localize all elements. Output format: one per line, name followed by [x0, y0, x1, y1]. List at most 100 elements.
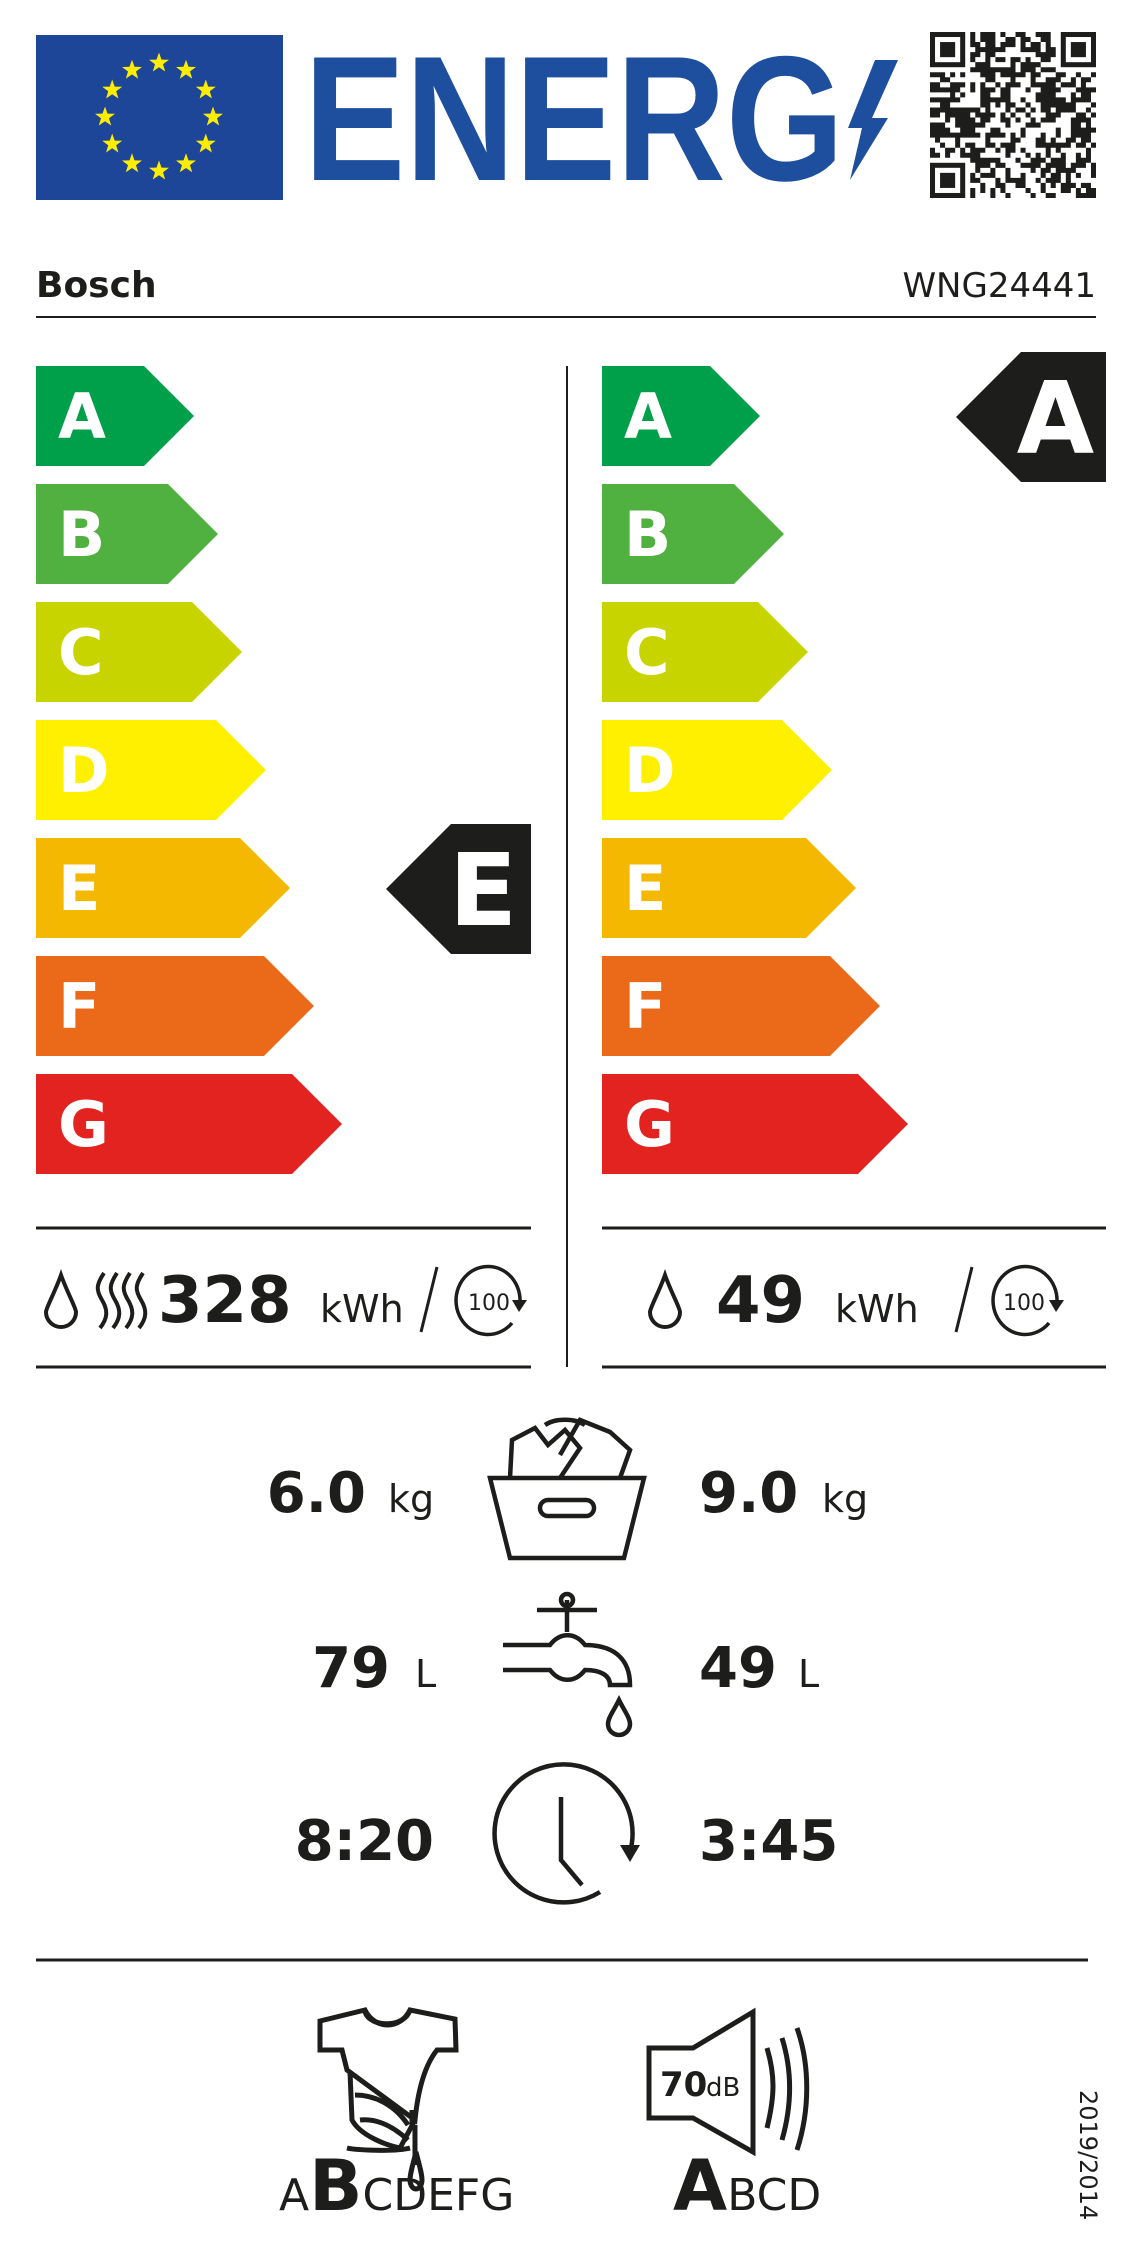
noise-class-scale: ABCD: [673, 2145, 821, 2227]
class-indicator-wash-dry: E: [386, 824, 531, 954]
energy-class-bar-e: E: [602, 838, 856, 938]
class-letter: D: [624, 734, 675, 807]
svg-text:L: L: [798, 1652, 819, 1696]
clock-icon: [492, 1762, 640, 1905]
drop-icon: [43, 1268, 79, 1329]
star-icon: [149, 160, 169, 180]
svg-text:49: 49: [699, 1636, 777, 1701]
energy-class-bar-f: F: [36, 956, 314, 1056]
class-letter: E: [58, 852, 100, 925]
svg-text:100: 100: [468, 1291, 510, 1316]
class-letter: D: [58, 734, 109, 807]
scale-letter-a: A: [279, 2170, 309, 2221]
star-icon: [102, 79, 123, 99]
energy-class-bar-f: F: [602, 956, 880, 1056]
water-row: 79 L 49 L: [312, 1591, 819, 1738]
class-letter: B: [58, 498, 105, 571]
svg-text:3:45: 3:45: [699, 1809, 838, 1874]
energy-class-bar-c: C: [36, 602, 242, 702]
energy-class-bar-e: E: [36, 838, 290, 938]
svg-text:8:20: 8:20: [295, 1809, 434, 1874]
star-icon: [122, 59, 142, 79]
star-icon: [176, 153, 196, 173]
speaker-icon: [646, 2007, 810, 2157]
lightning-icon: [848, 60, 898, 180]
class-letter: A: [624, 380, 672, 453]
class-indicator-letter: A: [1017, 360, 1094, 477]
cycles-100-icon: 100: [991, 1264, 1064, 1337]
star-icon: [122, 153, 142, 173]
class-letter: F: [624, 970, 666, 1043]
class-letter: E: [624, 852, 666, 925]
drop-icon: [647, 1268, 683, 1329]
laundry-basket-icon: [487, 1417, 647, 1561]
energy-wash-dry: 328 kWh 100: [43, 1264, 527, 1338]
energy-scale-wash: ABCDEFG: [602, 366, 908, 1174]
eu-flag-icon: [36, 35, 283, 200]
noise-value: 70: [660, 2065, 707, 2105]
energy-title: ENERG: [304, 19, 844, 218]
star-icon: [176, 59, 196, 79]
energy-unit: kWh: [835, 1287, 919, 1331]
svg-text:6.0: 6.0: [267, 1461, 366, 1526]
star-icon: [95, 106, 115, 126]
spin-class: ABCDEFG: [279, 2007, 514, 2227]
class-indicator-wash: A: [956, 352, 1106, 482]
scale-letter-c: C: [362, 2170, 393, 2221]
star-icon: [149, 52, 169, 72]
class-letter: A: [58, 380, 106, 453]
energy-value: 49: [716, 1264, 805, 1338]
scale-letter-a: A: [673, 2145, 727, 2227]
svg-text:kg: kg: [822, 1477, 868, 1521]
energy-scale-wash-dry: ABCDEFG: [36, 366, 342, 1174]
scale-letter-c: C: [757, 2170, 788, 2221]
svg-text:100: 100: [1003, 1291, 1045, 1316]
regulation-number: 2019/2014: [1074, 2090, 1102, 2220]
star-icon: [195, 79, 216, 99]
class-letter: C: [624, 616, 670, 689]
svg-text:9.0: 9.0: [699, 1461, 798, 1526]
svg-text:L: L: [415, 1652, 436, 1696]
model-number: WNG24441: [902, 266, 1096, 306]
class-letter: G: [58, 1088, 109, 1161]
heat-icon: [95, 1271, 148, 1330]
energy-value: 328: [158, 1264, 292, 1338]
class-indicator-letter: E: [449, 832, 517, 949]
spin-class-scale: ABCDEFG: [279, 2145, 514, 2227]
energy-class-bar-c: C: [602, 602, 808, 702]
scale-letter-b: B: [309, 2145, 362, 2227]
energy-class-bar-a: A: [602, 366, 760, 466]
energy-class-bar-d: D: [602, 720, 832, 820]
star-icon: [195, 133, 216, 153]
energy-wash: 49 kWh 100: [647, 1264, 1064, 1338]
capacity-row: 6.0 kg 9.0 kg: [267, 1417, 868, 1561]
tap-icon: [503, 1591, 633, 1738]
svg-text:79: 79: [312, 1636, 390, 1701]
duration-row: 8:20 3:45: [295, 1762, 838, 1905]
class-letter: C: [58, 616, 104, 689]
energy-class-bar-b: B: [602, 484, 784, 584]
energy-class-bar-g: G: [602, 1074, 908, 1174]
cycles-100-icon: 100: [454, 1264, 527, 1337]
scale-letter-b: B: [727, 2170, 756, 2221]
energy-unit: kWh: [320, 1287, 404, 1331]
scale-letter-d: D: [787, 2170, 821, 2221]
energy-class-bar-g: G: [36, 1074, 342, 1174]
scale-letter-d: D: [393, 2170, 427, 2221]
energy-class-bar-b: B: [36, 484, 218, 584]
svg-text:kg: kg: [388, 1477, 434, 1521]
class-letter: G: [624, 1088, 675, 1161]
noise-unit: dB: [706, 2073, 740, 2103]
scale-letter-e: E: [427, 2170, 455, 2221]
qr-code[interactable]: [929, 32, 1096, 200]
energy-class-bar-a: A: [36, 366, 194, 466]
class-letter: F: [58, 970, 100, 1043]
scale-letter-g: G: [480, 2170, 514, 2221]
noise-class: 70 dB ABCD: [646, 2007, 821, 2227]
star-icon: [203, 106, 223, 126]
star-icon: [102, 133, 123, 153]
brand-name: Bosch: [36, 265, 157, 306]
class-letter: B: [624, 498, 671, 571]
scale-letter-f: F: [455, 2170, 480, 2221]
